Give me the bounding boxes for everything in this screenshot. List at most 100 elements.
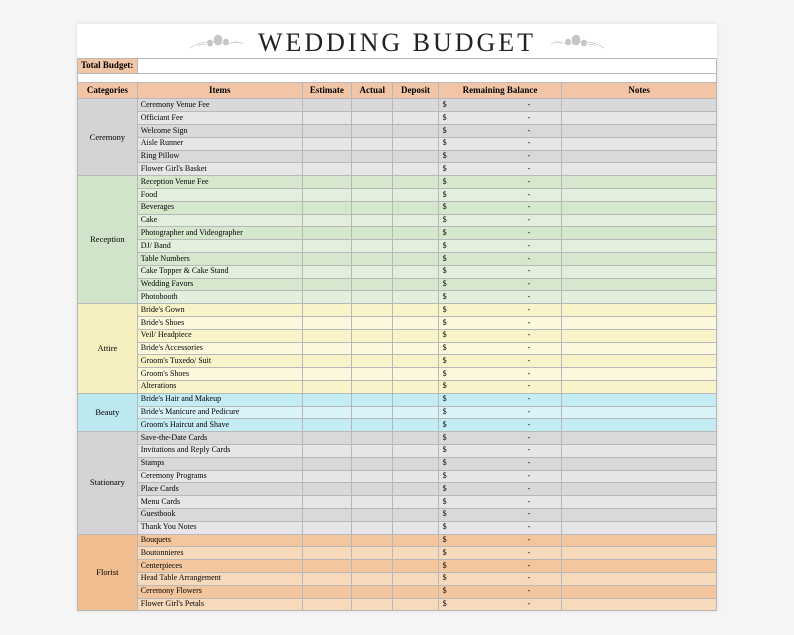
notes-cell[interactable]: [562, 317, 717, 330]
notes-cell[interactable]: [562, 508, 717, 521]
actual-cell[interactable]: [352, 470, 393, 483]
notes-cell[interactable]: [562, 227, 717, 240]
notes-cell[interactable]: [562, 189, 717, 202]
estimate-cell[interactable]: [302, 496, 351, 509]
estimate-cell[interactable]: [302, 470, 351, 483]
estimate-cell[interactable]: [302, 278, 351, 291]
deposit-cell[interactable]: [393, 457, 438, 470]
actual-cell[interactable]: [352, 214, 393, 227]
estimate-cell[interactable]: [302, 265, 351, 278]
actual-cell[interactable]: [352, 368, 393, 381]
estimate-cell[interactable]: [302, 253, 351, 266]
notes-cell[interactable]: [562, 291, 717, 304]
actual-cell[interactable]: [352, 163, 393, 176]
notes-cell[interactable]: [562, 342, 717, 355]
actual-cell[interactable]: [352, 227, 393, 240]
deposit-cell[interactable]: [393, 317, 438, 330]
deposit-cell[interactable]: [393, 227, 438, 240]
deposit-cell[interactable]: [393, 432, 438, 445]
notes-cell[interactable]: [562, 432, 717, 445]
notes-cell[interactable]: [562, 355, 717, 368]
deposit-cell[interactable]: [393, 483, 438, 496]
deposit-cell[interactable]: [393, 214, 438, 227]
notes-cell[interactable]: [562, 214, 717, 227]
estimate-cell[interactable]: [302, 99, 351, 112]
estimate-cell[interactable]: [302, 483, 351, 496]
deposit-cell[interactable]: [393, 189, 438, 202]
estimate-cell[interactable]: [302, 317, 351, 330]
deposit-cell[interactable]: [393, 547, 438, 560]
notes-cell[interactable]: [562, 496, 717, 509]
notes-cell[interactable]: [562, 560, 717, 573]
estimate-cell[interactable]: [302, 189, 351, 202]
actual-cell[interactable]: [352, 125, 393, 138]
estimate-cell[interactable]: [302, 176, 351, 189]
deposit-cell[interactable]: [393, 508, 438, 521]
deposit-cell[interactable]: [393, 150, 438, 163]
actual-cell[interactable]: [352, 329, 393, 342]
estimate-cell[interactable]: [302, 547, 351, 560]
actual-cell[interactable]: [352, 304, 393, 317]
deposit-cell[interactable]: [393, 112, 438, 125]
estimate-cell[interactable]: [302, 534, 351, 547]
notes-cell[interactable]: [562, 253, 717, 266]
actual-cell[interactable]: [352, 432, 393, 445]
deposit-cell[interactable]: [393, 470, 438, 483]
total-budget-value[interactable]: [137, 58, 716, 73]
estimate-cell[interactable]: [302, 406, 351, 419]
estimate-cell[interactable]: [302, 150, 351, 163]
deposit-cell[interactable]: [393, 560, 438, 573]
notes-cell[interactable]: [562, 265, 717, 278]
actual-cell[interactable]: [352, 317, 393, 330]
notes-cell[interactable]: [562, 112, 717, 125]
notes-cell[interactable]: [562, 240, 717, 253]
actual-cell[interactable]: [352, 201, 393, 214]
actual-cell[interactable]: [352, 380, 393, 393]
actual-cell[interactable]: [352, 496, 393, 509]
estimate-cell[interactable]: [302, 432, 351, 445]
actual-cell[interactable]: [352, 547, 393, 560]
deposit-cell[interactable]: [393, 265, 438, 278]
deposit-cell[interactable]: [393, 253, 438, 266]
deposit-cell[interactable]: [393, 406, 438, 419]
actual-cell[interactable]: [352, 444, 393, 457]
estimate-cell[interactable]: [302, 125, 351, 138]
estimate-cell[interactable]: [302, 137, 351, 150]
deposit-cell[interactable]: [393, 598, 438, 611]
actual-cell[interactable]: [352, 342, 393, 355]
notes-cell[interactable]: [562, 329, 717, 342]
actual-cell[interactable]: [352, 521, 393, 534]
estimate-cell[interactable]: [302, 393, 351, 406]
notes-cell[interactable]: [562, 278, 717, 291]
actual-cell[interactable]: [352, 150, 393, 163]
deposit-cell[interactable]: [393, 342, 438, 355]
deposit-cell[interactable]: [393, 201, 438, 214]
notes-cell[interactable]: [562, 201, 717, 214]
deposit-cell[interactable]: [393, 291, 438, 304]
deposit-cell[interactable]: [393, 521, 438, 534]
deposit-cell[interactable]: [393, 176, 438, 189]
notes-cell[interactable]: [562, 150, 717, 163]
deposit-cell[interactable]: [393, 419, 438, 432]
notes-cell[interactable]: [562, 547, 717, 560]
actual-cell[interactable]: [352, 265, 393, 278]
deposit-cell[interactable]: [393, 99, 438, 112]
actual-cell[interactable]: [352, 291, 393, 304]
deposit-cell[interactable]: [393, 304, 438, 317]
estimate-cell[interactable]: [302, 572, 351, 585]
notes-cell[interactable]: [562, 125, 717, 138]
deposit-cell[interactable]: [393, 278, 438, 291]
notes-cell[interactable]: [562, 585, 717, 598]
notes-cell[interactable]: [562, 457, 717, 470]
estimate-cell[interactable]: [302, 598, 351, 611]
notes-cell[interactable]: [562, 572, 717, 585]
estimate-cell[interactable]: [302, 508, 351, 521]
estimate-cell[interactable]: [302, 457, 351, 470]
notes-cell[interactable]: [562, 99, 717, 112]
notes-cell[interactable]: [562, 598, 717, 611]
estimate-cell[interactable]: [302, 201, 351, 214]
actual-cell[interactable]: [352, 393, 393, 406]
estimate-cell[interactable]: [302, 560, 351, 573]
actual-cell[interactable]: [352, 176, 393, 189]
notes-cell[interactable]: [562, 163, 717, 176]
